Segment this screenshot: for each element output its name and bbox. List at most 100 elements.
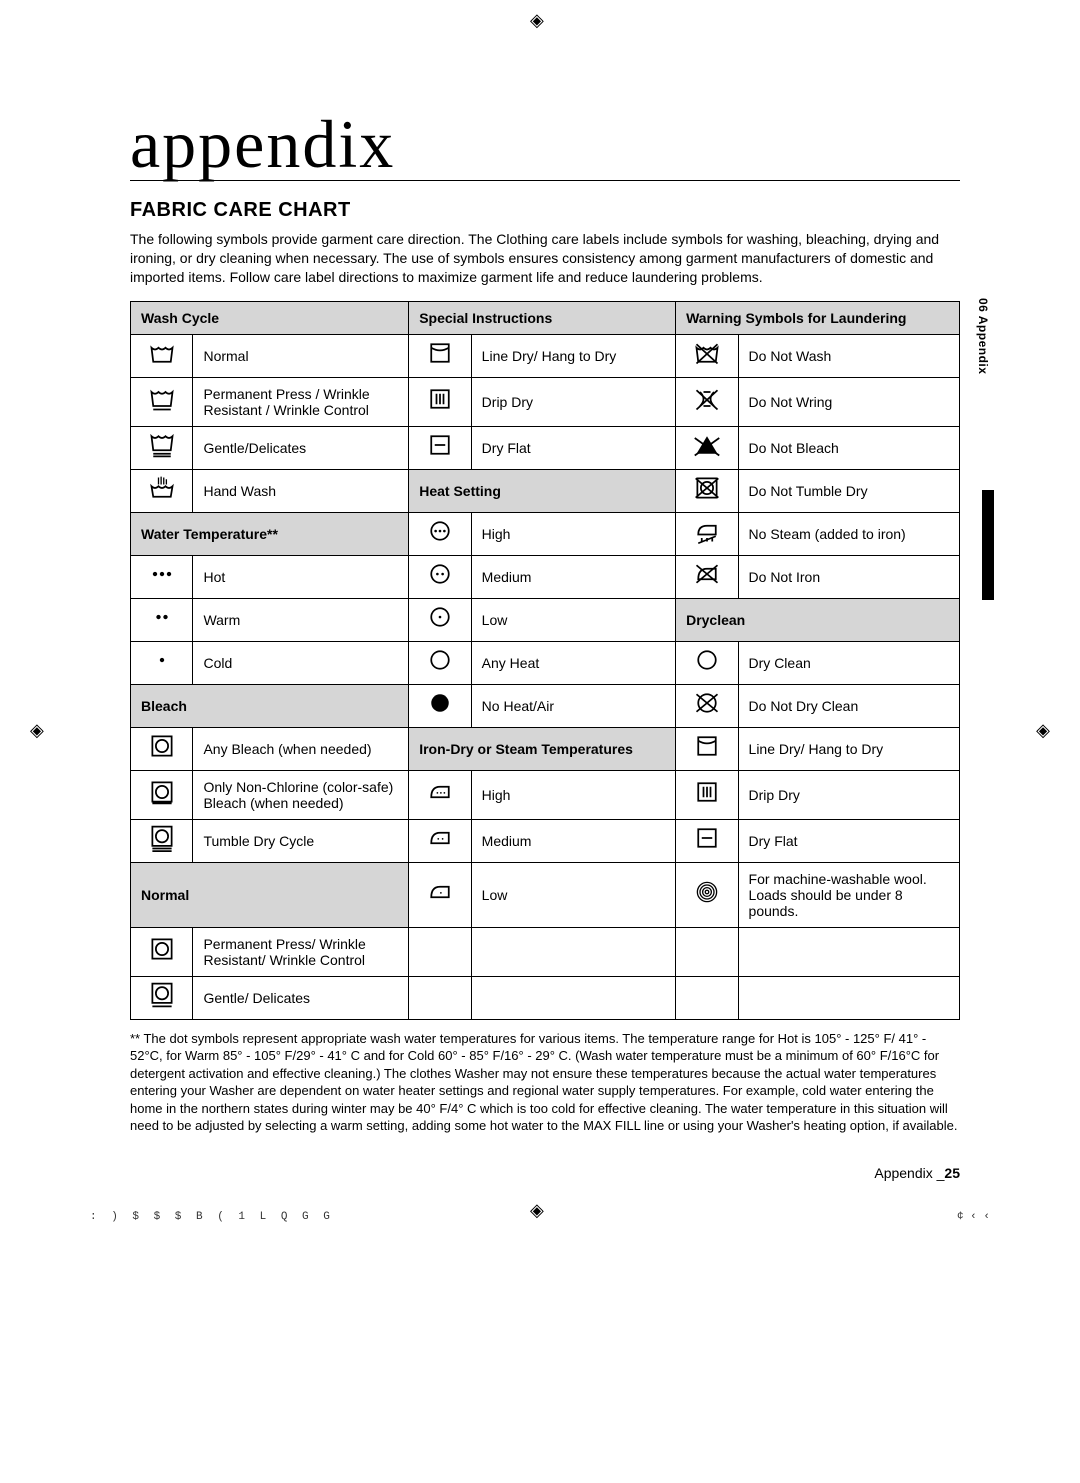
no-steam-icon: [676, 512, 738, 555]
drip-dry-icon: [409, 377, 471, 426]
table-cell: Permanent Press/ Wrinkle Resistant/ Wrin…: [193, 927, 409, 976]
iron-medium-icon: [409, 819, 471, 862]
table-cell: Drip Dry: [471, 377, 675, 426]
header-special-instructions: Special Instructions: [409, 301, 676, 334]
do-not-wash-icon: [676, 334, 738, 377]
iron-high-icon: [409, 770, 471, 819]
empty-icon: [676, 927, 738, 976]
registration-mark-icon: ◈: [530, 1200, 544, 1221]
empty-icon: [409, 976, 471, 1019]
wash-normal-icon: [131, 334, 193, 377]
section-heading: FABRIC CARE CHART: [130, 199, 960, 222]
wash-perm-press-icon: [131, 377, 193, 426]
table-cell: Drip Dry: [738, 770, 959, 819]
side-tab-label: 06 Appendix: [976, 298, 990, 374]
table-cell: Do Not Wash: [738, 334, 959, 377]
table-cell: Do Not Iron: [738, 555, 959, 598]
no-heat-icon: [409, 684, 471, 727]
footnote-paragraph: ** The dot symbols represent appropriate…: [130, 1030, 960, 1135]
table-cell: [738, 976, 959, 1019]
table-cell: Gentle/Delicates: [193, 426, 409, 469]
table-cell: For machine-washable wool. Loads should …: [738, 862, 959, 927]
table-cell: Medium: [471, 555, 675, 598]
do-not-dry-clean-icon: [676, 684, 738, 727]
footer-print-time: ¢ ‹ ‹: [957, 1211, 990, 1223]
do-not-iron-icon: [676, 555, 738, 598]
wash-gentle-icon: [131, 426, 193, 469]
table-cell: Do Not Bleach: [738, 426, 959, 469]
empty-icon: [409, 927, 471, 976]
registration-mark-icon: ◈: [1036, 720, 1050, 741]
page-number: 25: [944, 1165, 960, 1181]
header-normal: Normal: [131, 862, 409, 927]
page-title: appendix: [130, 110, 960, 181]
table-cell: Dry Flat: [738, 819, 959, 862]
header-heat-setting: Heat Setting: [409, 469, 676, 512]
footer-print-code: : ) $ $ $ B ( 1 L Q G G: [90, 1211, 334, 1223]
table-cell: Hand Wash: [193, 469, 409, 512]
table-cell: Low: [471, 862, 675, 927]
temp-hot-icon: [131, 555, 193, 598]
header-iron-dry: Iron-Dry or Steam Temperatures: [409, 727, 676, 770]
dry-clean-icon: [676, 641, 738, 684]
table-cell: Dry Flat: [471, 426, 675, 469]
do-not-tumble-icon: [676, 469, 738, 512]
heat-high-icon: [409, 512, 471, 555]
table-cell: Line Dry/ Hang to Dry: [471, 334, 675, 377]
header-water-temp: Water Temperature**: [131, 512, 409, 555]
registration-mark-icon: ◈: [530, 10, 544, 31]
do-not-bleach-icon: [676, 426, 738, 469]
table-cell: Normal: [193, 334, 409, 377]
table-cell: No Steam (added to iron): [738, 512, 959, 555]
table-cell: Any Heat: [471, 641, 675, 684]
table-cell: Do Not Dry Clean: [738, 684, 959, 727]
wool-icon: [676, 862, 738, 927]
table-cell: Gentle/ Delicates: [193, 976, 409, 1019]
table-cell: Do Not Wring: [738, 377, 959, 426]
table-cell: Warm: [193, 598, 409, 641]
line-dry-icon: [676, 727, 738, 770]
any-bleach-icon: [131, 727, 193, 770]
heat-low-icon: [409, 598, 471, 641]
table-cell: [471, 976, 675, 1019]
temp-warm-icon: [131, 598, 193, 641]
dry-flat-icon: [676, 819, 738, 862]
tumble-dry-icon: [131, 819, 193, 862]
registration-mark-icon: ◈: [30, 720, 44, 741]
any-heat-icon: [409, 641, 471, 684]
table-cell: Line Dry/ Hang to Dry: [738, 727, 959, 770]
table-cell: Hot: [193, 555, 409, 598]
table-cell: High: [471, 770, 675, 819]
do-not-wring-icon: [676, 377, 738, 426]
header-dryclean: Dryclean: [676, 598, 960, 641]
table-cell: [738, 927, 959, 976]
table-cell: Tumble Dry Cycle: [193, 819, 409, 862]
table-cell: Low: [471, 598, 675, 641]
page-footer: Appendix _25: [130, 1165, 960, 1181]
header-bleach: Bleach: [131, 684, 409, 727]
header-warning-symbols: Warning Symbols for Laundering: [676, 301, 960, 334]
fabric-care-table: Wash Cycle Special Instructions Warning …: [130, 301, 960, 1020]
table-cell: Permanent Press / Wrinkle Resistant / Wr…: [193, 377, 409, 426]
dry-flat-icon: [409, 426, 471, 469]
empty-icon: [676, 976, 738, 1019]
table-cell: Do Not Tumble Dry: [738, 469, 959, 512]
tumble-gentle-icon: [131, 976, 193, 1019]
intro-paragraph: The following symbols provide garment ca…: [130, 230, 960, 287]
table-cell: Any Bleach (when needed): [193, 727, 409, 770]
drip-dry-icon: [676, 770, 738, 819]
non-chlorine-bleach-icon: [131, 770, 193, 819]
heat-medium-icon: [409, 555, 471, 598]
table-cell: Cold: [193, 641, 409, 684]
table-cell: Medium: [471, 819, 675, 862]
header-wash-cycle: Wash Cycle: [131, 301, 409, 334]
iron-low-icon: [409, 862, 471, 927]
footer-label: Appendix _: [874, 1165, 944, 1181]
hand-wash-icon: [131, 469, 193, 512]
table-cell: Only Non-Chlorine (color-safe) Bleach (w…: [193, 770, 409, 819]
table-cell: [471, 927, 675, 976]
table-cell: Dry Clean: [738, 641, 959, 684]
table-cell: High: [471, 512, 675, 555]
line-dry-icon: [409, 334, 471, 377]
side-tab-marker: [982, 490, 994, 600]
